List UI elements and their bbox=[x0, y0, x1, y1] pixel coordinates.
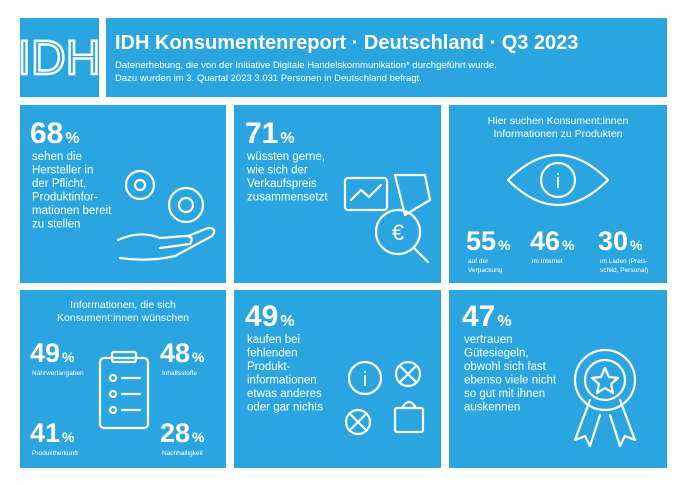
eye-icon: i bbox=[506, 153, 610, 207]
stat-unit: % bbox=[280, 313, 294, 330]
stat-text: wie sich der bbox=[246, 165, 308, 177]
stat-text: zusammensetzt bbox=[247, 192, 328, 204]
stat: 55% bbox=[466, 226, 511, 256]
stat-unit: % bbox=[192, 429, 205, 445]
stat: 47% bbox=[462, 300, 512, 333]
stat: 41% bbox=[30, 418, 75, 448]
stat-text: Produkt- bbox=[247, 361, 291, 373]
panels bbox=[20, 18, 667, 468]
stat-text: Nachhaltigkeit bbox=[162, 450, 203, 457]
stat-text: Informationen zu Produkten bbox=[494, 128, 623, 140]
stat-text: im Laden (Preis- bbox=[600, 258, 648, 265]
stat-unit: % bbox=[192, 349, 205, 365]
svg-text:i: i bbox=[556, 171, 560, 193]
stat-text: der Pflicht, bbox=[32, 178, 86, 190]
stat-unit: % bbox=[630, 237, 643, 253]
stat-value: 28 bbox=[160, 418, 190, 448]
stat-text: auf der bbox=[468, 258, 489, 265]
stat-unit: % bbox=[65, 130, 79, 147]
subtitle: Datenerhebung, die von der Initiative Di… bbox=[115, 60, 497, 71]
stat-value: 71 bbox=[245, 117, 278, 150]
stat-text: Verkaufspreis bbox=[247, 178, 317, 190]
stat-text: Verpackung bbox=[468, 267, 503, 274]
title: IDH Konsumentenreport · Deutschland · Q3… bbox=[115, 32, 578, 54]
stat-text: Hier suchen Konsument:innen bbox=[488, 115, 629, 127]
stat-value: 41 bbox=[30, 418, 60, 448]
stat: 46% bbox=[530, 226, 575, 256]
stat-text: etwas anderes bbox=[247, 388, 322, 400]
stat-text: mationen bereit bbox=[32, 205, 112, 217]
choice-icons: i bbox=[344, 360, 425, 436]
stat-text: Inhaltsstoffe bbox=[162, 370, 197, 377]
stat-value: 68 bbox=[30, 117, 63, 150]
stat-text: so gut mit ihnen bbox=[464, 388, 545, 400]
clipboard-icon bbox=[98, 350, 150, 430]
svg-text:€: € bbox=[392, 220, 404, 245]
stat-text: schild, Personal) bbox=[600, 267, 648, 274]
stat-text: Gütesiegeln, bbox=[464, 348, 529, 360]
svg-text:i: i bbox=[363, 369, 367, 391]
stat-unit: % bbox=[498, 237, 511, 253]
stat-value: 49 bbox=[30, 338, 60, 368]
stat-text: Produktinfor- bbox=[32, 192, 98, 204]
logo-box bbox=[20, 18, 99, 97]
panel bbox=[234, 290, 441, 468]
stat-text: auskennen bbox=[464, 402, 520, 414]
subtitle: Dazu wurden im 3. Quartal 2023 3.031 Per… bbox=[115, 73, 422, 84]
panel bbox=[20, 105, 226, 283]
stat-text: vertrauen bbox=[464, 334, 513, 346]
stat-value: 55 bbox=[466, 226, 496, 256]
stat-text: Konsument:innen wünschen bbox=[57, 312, 189, 324]
stat-text: Nährwertangaben bbox=[32, 370, 84, 377]
footnote: * Die offene Initiative Digitale Handels… bbox=[22, 472, 383, 477]
stat: 49% bbox=[30, 338, 75, 368]
stat-text: wüssten gerne, bbox=[246, 151, 325, 163]
panel bbox=[449, 105, 667, 283]
stat-text: Informationen, die sich bbox=[70, 299, 176, 311]
stat-text: im Internet bbox=[532, 258, 563, 265]
stat-value: 46 bbox=[530, 226, 560, 256]
stat-text: fehlenden bbox=[247, 348, 298, 360]
stat-value: 47 bbox=[462, 300, 495, 333]
stat-text: obwohl sich fast bbox=[464, 361, 547, 373]
stat-unit: % bbox=[280, 130, 294, 147]
stat-text: Hersteller in bbox=[32, 165, 93, 177]
stat-text: informationen bbox=[247, 375, 317, 387]
stat-text: ebenso viele nicht bbox=[464, 375, 557, 387]
medal-icon bbox=[573, 348, 637, 448]
stat: 30% bbox=[598, 226, 643, 256]
stat-unit: % bbox=[497, 313, 511, 330]
stat-value: 48 bbox=[160, 338, 190, 368]
stat: 48% bbox=[160, 338, 205, 368]
stat-text: oder gar nichts bbox=[247, 402, 323, 414]
stat: 68% bbox=[30, 117, 80, 150]
stat-unit: % bbox=[562, 237, 575, 253]
stat-text: Produktherkunft bbox=[32, 450, 78, 457]
title-box bbox=[106, 18, 667, 97]
price-icon: € bbox=[343, 173, 432, 264]
stat-unit: % bbox=[62, 349, 75, 365]
stat-text: sehen die bbox=[32, 151, 82, 163]
stat-text: kaufen bei bbox=[247, 334, 300, 346]
logo: IDH bbox=[18, 32, 101, 85]
stat-value: 30 bbox=[598, 226, 628, 256]
stat: 71% bbox=[245, 117, 295, 150]
stat: 49% bbox=[245, 300, 295, 333]
gears-hand-icon bbox=[116, 169, 216, 261]
stat: 28% bbox=[160, 418, 205, 448]
stat-text: zu stellen bbox=[32, 219, 81, 231]
stat-unit: % bbox=[62, 429, 75, 445]
stat-value: 49 bbox=[245, 300, 278, 333]
